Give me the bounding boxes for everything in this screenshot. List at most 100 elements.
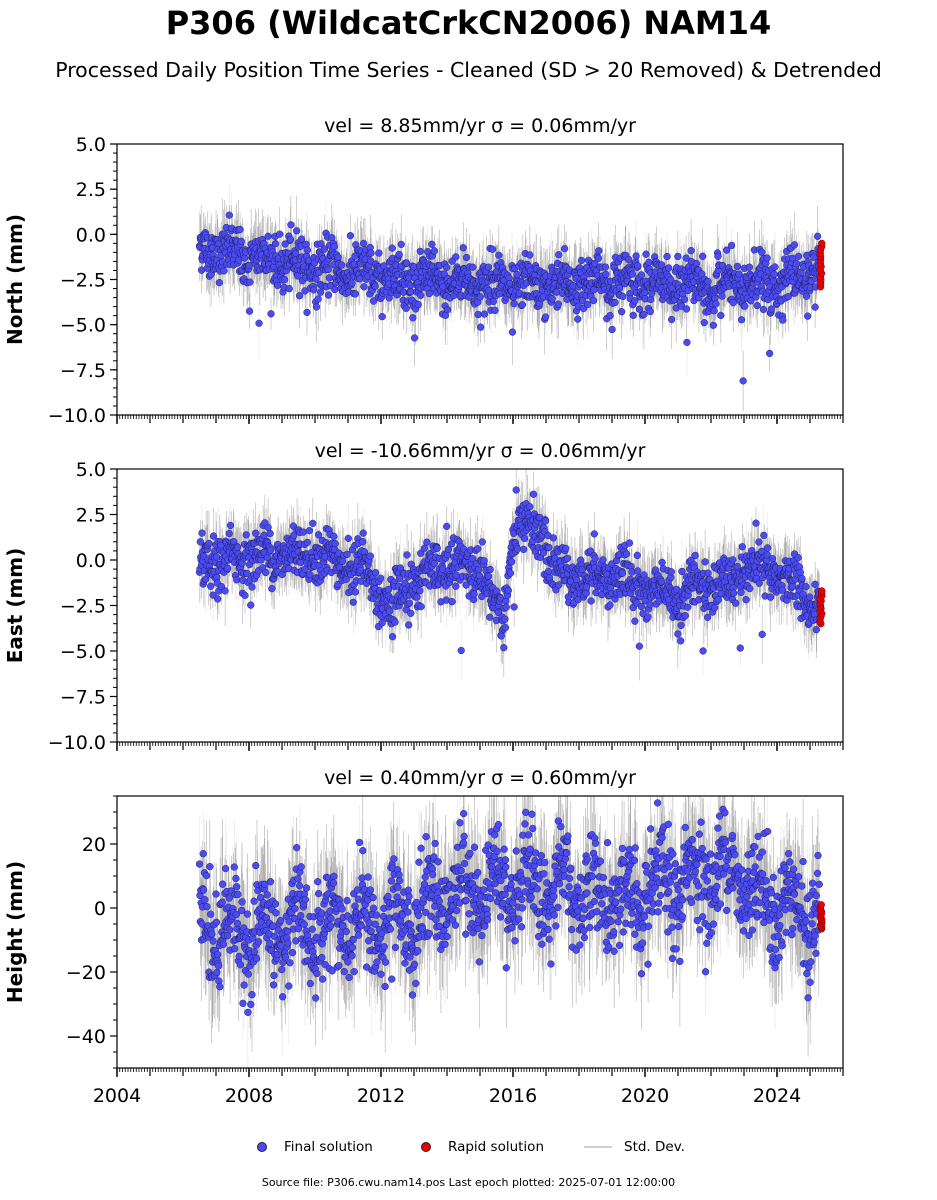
final-solution-point bbox=[408, 991, 417, 999]
final-solution-point bbox=[786, 858, 794, 866]
final-solution-point bbox=[510, 603, 518, 611]
final-solution-point bbox=[281, 240, 289, 248]
final-solution-point bbox=[541, 517, 550, 525]
final-solution-point bbox=[248, 991, 256, 999]
final-solution-point bbox=[520, 545, 528, 554]
final-solution-point bbox=[683, 338, 691, 347]
final-solution-point bbox=[401, 959, 409, 967]
final-solution-point bbox=[313, 969, 321, 978]
final-solution-point bbox=[391, 943, 400, 952]
legend-rapid: Rapid solution bbox=[421, 1136, 544, 1158]
legend-final-label: Final solution bbox=[284, 1139, 373, 1155]
final-solution-point bbox=[443, 522, 451, 531]
final-solution-point bbox=[493, 847, 501, 855]
final-solution-point bbox=[517, 923, 526, 931]
final-solution-point bbox=[781, 864, 789, 872]
final-solution-point bbox=[768, 555, 777, 563]
final-solution-point bbox=[342, 927, 350, 936]
final-solution-point bbox=[208, 930, 216, 938]
final-solution-point bbox=[619, 292, 627, 301]
final-solution-point bbox=[309, 519, 317, 528]
final-solution-point bbox=[563, 849, 571, 857]
final-solution-point bbox=[713, 882, 721, 891]
final-solution-point bbox=[802, 292, 811, 300]
final-solution-point bbox=[775, 911, 784, 919]
final-solution-point bbox=[580, 933, 589, 942]
final-solution-point bbox=[763, 827, 772, 836]
final-solution-point bbox=[213, 968, 221, 977]
final-solution-point bbox=[688, 836, 696, 844]
final-solution-point bbox=[751, 863, 759, 871]
final-solution-point bbox=[628, 270, 636, 278]
final-solution-point bbox=[201, 896, 209, 904]
final-solution-point bbox=[484, 916, 492, 924]
final-solution-point bbox=[674, 886, 682, 894]
final-solution-point bbox=[803, 969, 811, 978]
legend-rapid-label: Rapid solution bbox=[448, 1139, 544, 1155]
final-solution-point bbox=[448, 598, 456, 606]
final-solution-point bbox=[504, 586, 512, 595]
final-solution-point bbox=[270, 971, 278, 980]
final-solution-point bbox=[812, 626, 820, 634]
final-solution-point bbox=[355, 838, 364, 847]
final-solution-point bbox=[721, 838, 730, 846]
final-solution-point bbox=[413, 593, 421, 601]
final-solution-point bbox=[760, 531, 768, 540]
final-solution-point bbox=[695, 830, 703, 838]
final-solution-point bbox=[230, 863, 238, 871]
final-solution-point bbox=[674, 252, 682, 261]
final-solution-point bbox=[274, 281, 282, 290]
final-solution-point bbox=[608, 325, 616, 334]
final-solution-point bbox=[716, 900, 725, 908]
final-solution-point bbox=[508, 558, 516, 566]
final-solution-point bbox=[607, 917, 615, 925]
final-solution-point bbox=[567, 925, 576, 934]
final-solution-point bbox=[325, 274, 333, 282]
final-solution-point bbox=[386, 607, 394, 615]
final-solution-point bbox=[811, 932, 819, 940]
final-solution-point bbox=[381, 982, 389, 991]
final-solution-point bbox=[537, 852, 546, 860]
final-solution-point bbox=[225, 894, 233, 902]
final-solution-point bbox=[640, 571, 648, 579]
rapid-solution-point bbox=[817, 901, 825, 909]
final-solution-point bbox=[276, 916, 285, 925]
final-solution-point bbox=[351, 902, 359, 910]
y-tick-label: −7.5 bbox=[60, 687, 106, 709]
rapid-solution-point bbox=[818, 587, 826, 595]
final-solution-point bbox=[245, 307, 254, 315]
final-solution-point bbox=[622, 550, 631, 558]
rapid-solution-points bbox=[816, 901, 826, 933]
final-solution-point bbox=[317, 909, 326, 917]
final-solution-point bbox=[769, 873, 777, 882]
final-solution-point bbox=[678, 912, 687, 920]
final-solution-point bbox=[678, 567, 686, 576]
final-solution-point bbox=[462, 253, 471, 262]
final-solution-point bbox=[451, 921, 460, 929]
final-solution-point bbox=[486, 565, 494, 574]
final-solution-point bbox=[474, 868, 482, 877]
final-solution-point bbox=[518, 895, 526, 904]
final-solution-point bbox=[252, 861, 260, 870]
final-solution-point bbox=[358, 874, 366, 882]
final-solution-point bbox=[640, 913, 648, 921]
final-solution-point bbox=[199, 850, 207, 858]
final-solution-point bbox=[195, 860, 204, 868]
final-solution-point bbox=[555, 581, 563, 589]
final-solution-point bbox=[810, 938, 818, 946]
final-solution-point bbox=[610, 947, 618, 955]
final-solution-point bbox=[637, 271, 646, 279]
final-solution-point bbox=[369, 904, 378, 912]
final-solution-point bbox=[272, 909, 280, 917]
y-tick-label: −20 bbox=[66, 962, 106, 984]
final-solution-point bbox=[278, 965, 286, 974]
final-solution-point bbox=[221, 587, 229, 595]
final-solution-point bbox=[668, 315, 676, 324]
final-solution-point bbox=[699, 913, 707, 921]
final-solution-point bbox=[246, 278, 254, 286]
final-solution-point bbox=[635, 305, 644, 313]
x-tick-label: 2004 bbox=[93, 1085, 141, 1107]
final-solution-point bbox=[456, 819, 464, 827]
final-solution-point bbox=[665, 264, 673, 272]
